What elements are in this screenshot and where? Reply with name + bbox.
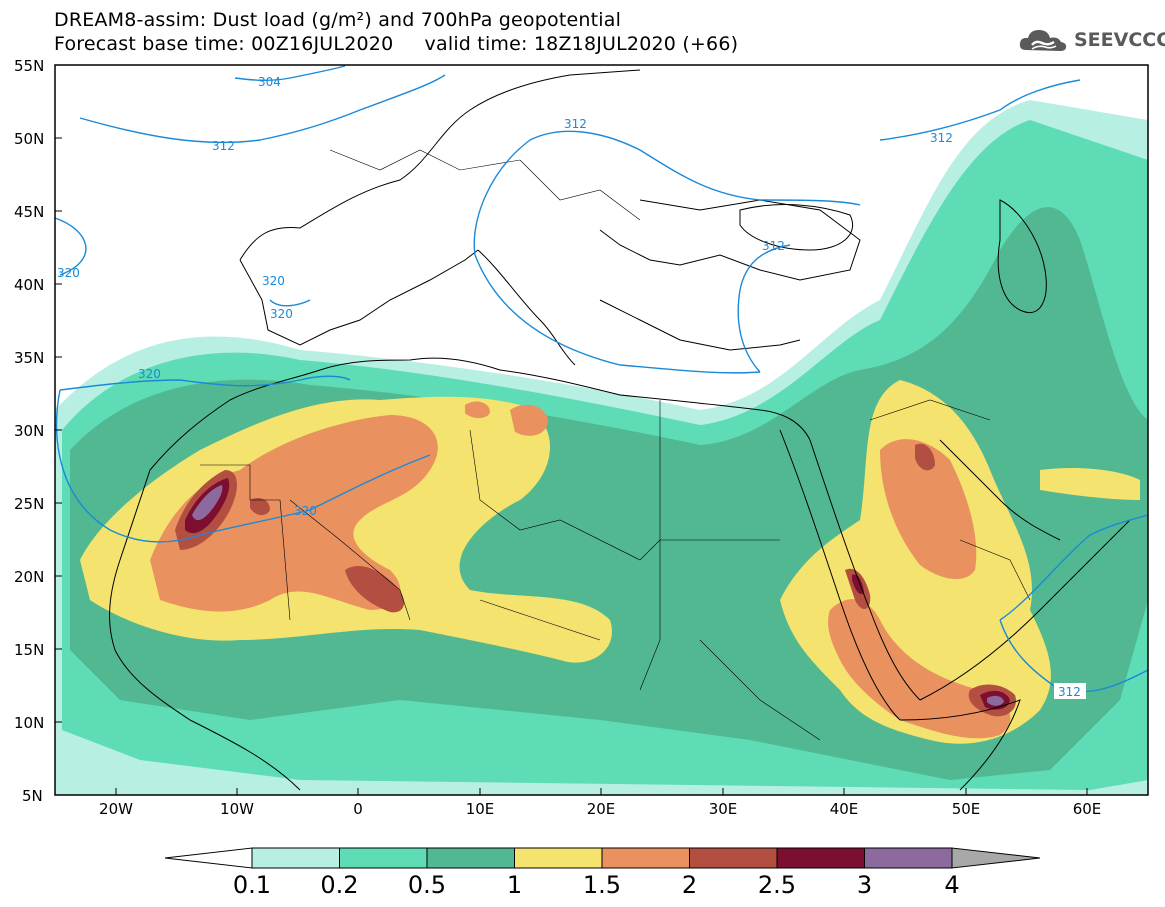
- colorbar-swatch: [514, 847, 603, 869]
- colorbar-label: 0.1: [233, 871, 271, 899]
- lat-label: 15N: [14, 641, 44, 659]
- axis-ticks: [55, 64, 1088, 796]
- lat-label: 35N: [14, 349, 44, 367]
- lon-label: 10W: [220, 800, 254, 818]
- map-title-line1: DREAM8-assim: Dust load (g/m²) and 700hP…: [54, 9, 622, 31]
- colorbar: 0.1 0.2 0.5 1 1.5 2 2.5 3 4: [164, 847, 1041, 899]
- colorbar-swatch: [339, 847, 428, 869]
- country-borders: [200, 149, 1031, 741]
- lat-label: 40N: [14, 276, 44, 294]
- colorbar-swatch: [689, 847, 778, 869]
- lat-label: 30N: [14, 422, 44, 440]
- contour-label-320-atlantic: 320: [57, 266, 80, 280]
- contour-label-320-iberia-north: 320: [262, 274, 285, 288]
- colorbar-swatch: [776, 847, 865, 869]
- contour-label-312-black-sea: 312: [762, 239, 785, 253]
- colorbar-under-triangle: [164, 847, 253, 869]
- contour-label-304: 304: [258, 75, 281, 89]
- colorbar-label: 2: [682, 871, 697, 899]
- lat-label: 5N: [22, 787, 43, 805]
- colorbar-label: 0.2: [320, 871, 358, 899]
- lat-label: 50N: [14, 130, 44, 148]
- colorbar-label: 0.5: [408, 871, 446, 899]
- contour-label-312-central: 312: [564, 117, 587, 131]
- colorbar-over-triangle: [951, 847, 1041, 869]
- lon-label: 40E: [830, 800, 859, 818]
- contour-labels: 304 312 312 312 312 320 320 320 320 320 …: [57, 75, 1086, 699]
- lon-label: 20E: [587, 800, 616, 818]
- colorbar-label: 4: [944, 871, 959, 899]
- lat-labels: 55N 50N 45N 40N 35N 30N 25N 20N 15N 10N …: [14, 57, 44, 805]
- contour-label-312-arabian-sea: 312: [1058, 685, 1081, 699]
- colorbar-swatch: [426, 847, 515, 869]
- map-title-line2: Forecast base time: 00Z16JUL2020 valid t…: [54, 33, 739, 55]
- lon-label: 10E: [466, 800, 495, 818]
- colorbar-swatch: [601, 847, 690, 869]
- colorbar-label: 2.5: [758, 871, 796, 899]
- colorbar-label: 1.5: [583, 871, 621, 899]
- colorbar-label: 3: [857, 871, 872, 899]
- lat-label: 45N: [14, 203, 44, 221]
- geopotential-contours: [55, 65, 1148, 693]
- cloud-icon: [1019, 30, 1067, 51]
- colorbar-swatch: [864, 847, 953, 869]
- lon-label: 50E: [952, 800, 981, 818]
- logo-text: SEEVCCC: [1074, 29, 1165, 51]
- contour-label-312-west: 312: [212, 139, 235, 153]
- lat-label: 10N: [14, 714, 44, 732]
- contour-label-320-morocco: 320: [138, 367, 161, 381]
- contour-label-312-east: 312: [930, 131, 953, 145]
- lon-label: 30E: [709, 800, 738, 818]
- contour-label-312-bg: [1054, 683, 1086, 699]
- contour-label-320-sahara: 320: [294, 504, 317, 518]
- colorbar-swatch: [251, 847, 340, 869]
- lon-label: 20W: [99, 800, 133, 818]
- lat-label: 55N: [14, 57, 44, 75]
- lon-label: 60E: [1073, 800, 1102, 818]
- map-area: 304 312 312 312 312 320 320 320 320 320 …: [55, 65, 1148, 795]
- lon-label: 0: [353, 800, 363, 818]
- lat-label: 25N: [14, 495, 44, 513]
- colorbar-label: 1: [507, 871, 522, 899]
- contour-label-320-iberia-south: 320: [270, 307, 293, 321]
- lon-labels: 20W 10W 0 10E 20E 30E 40E 50E 60E: [99, 800, 1101, 818]
- lat-label: 20N: [14, 568, 44, 586]
- seevccc-logo: SEEVCCC: [1018, 26, 1165, 54]
